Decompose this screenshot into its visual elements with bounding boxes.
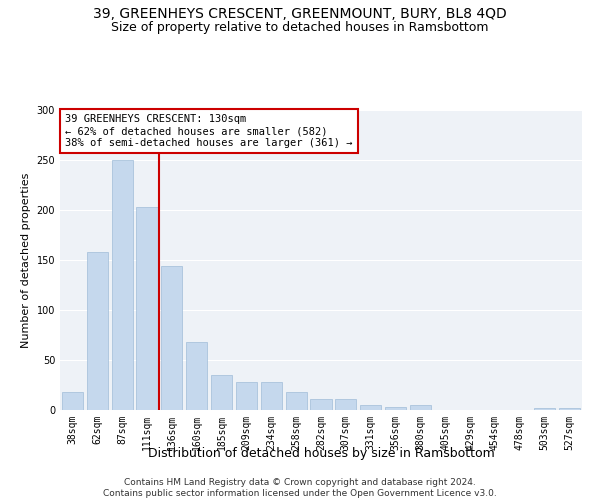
Bar	[211, 375, 232, 410]
Bar	[112, 160, 133, 410]
Bar	[559, 408, 580, 410]
Text: Size of property relative to detached houses in Ramsbottom: Size of property relative to detached ho…	[111, 21, 489, 34]
Bar	[335, 399, 356, 410]
Bar	[186, 342, 207, 410]
Bar	[87, 252, 108, 410]
Bar	[360, 405, 381, 410]
Y-axis label: Number of detached properties: Number of detached properties	[21, 172, 31, 348]
Text: Contains HM Land Registry data © Crown copyright and database right 2024.
Contai: Contains HM Land Registry data © Crown c…	[103, 478, 497, 498]
Text: Distribution of detached houses by size in Ramsbottom: Distribution of detached houses by size …	[148, 448, 494, 460]
Bar	[310, 399, 332, 410]
Text: 39, GREENHEYS CRESCENT, GREENMOUNT, BURY, BL8 4QD: 39, GREENHEYS CRESCENT, GREENMOUNT, BURY…	[93, 8, 507, 22]
Text: 39 GREENHEYS CRESCENT: 130sqm
← 62% of detached houses are smaller (582)
38% of : 39 GREENHEYS CRESCENT: 130sqm ← 62% of d…	[65, 114, 353, 148]
Bar	[161, 266, 182, 410]
Bar	[410, 405, 431, 410]
Bar	[534, 408, 555, 410]
Bar	[385, 407, 406, 410]
Bar	[286, 392, 307, 410]
Bar	[136, 207, 158, 410]
Bar	[62, 392, 83, 410]
Bar	[236, 382, 257, 410]
Bar	[261, 382, 282, 410]
